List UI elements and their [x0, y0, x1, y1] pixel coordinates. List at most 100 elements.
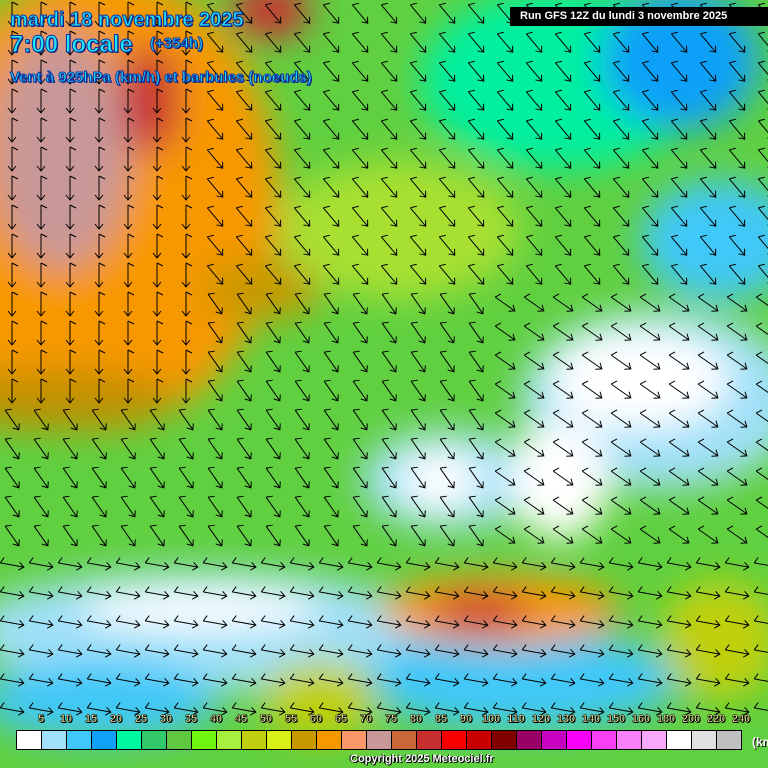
- legend-swatch: [241, 730, 266, 750]
- wind-arrow: [468, 379, 484, 402]
- legend-label: 60: [309, 713, 323, 726]
- wind-arrow: [463, 644, 489, 658]
- wind-arrow: [439, 321, 455, 344]
- wind-arrow: [550, 586, 576, 600]
- wind-arrow: [235, 205, 253, 227]
- legend-label: 40: [209, 713, 223, 726]
- wind-arrow: [28, 557, 54, 571]
- wind-arrow: [207, 437, 223, 460]
- wind-arrow: [757, 176, 768, 198]
- wind-arrow: [755, 467, 768, 486]
- legend-label: 200: [681, 713, 701, 726]
- wind-arrow: [724, 586, 750, 600]
- wind-arrow: [612, 60, 630, 82]
- wind-arrow: [579, 557, 605, 571]
- wind-arrow: [236, 292, 252, 315]
- wind-arrow: [724, 557, 750, 571]
- wind-arrow: [668, 496, 690, 515]
- wind-arrow: [670, 176, 688, 198]
- wind-arrow: [579, 644, 605, 658]
- wind-arrow: [467, 2, 485, 24]
- wind-arrow: [753, 615, 768, 629]
- wind-arrow: [294, 350, 310, 373]
- wind-arrow: [289, 615, 315, 629]
- wind-arrow: [637, 702, 663, 716]
- wind-arrow: [410, 437, 426, 460]
- wind-arrow: [494, 409, 516, 428]
- wind-arrow: [409, 2, 427, 24]
- wind-arrow: [86, 615, 112, 629]
- wind-arrow: [178, 524, 194, 547]
- wind-arrow: [231, 702, 257, 716]
- wind-arrow: [552, 351, 574, 370]
- wind-arrow: [7, 117, 19, 143]
- wind-arrow: [639, 322, 661, 341]
- wind-arrow: [322, 2, 340, 24]
- wind-arrow: [552, 467, 574, 486]
- wind-arrow: [0, 586, 25, 600]
- wind-arrow: [207, 321, 223, 344]
- wind-arrow: [439, 408, 455, 431]
- wind-arrow: [173, 586, 199, 600]
- wind-arrow: [235, 147, 253, 169]
- wind-arrow: [494, 525, 516, 544]
- wind-arrow: [525, 147, 543, 169]
- wind-arrow: [206, 89, 224, 111]
- wind-arrow: [439, 495, 455, 518]
- wind-arrow: [670, 60, 688, 82]
- wind-arrow: [697, 293, 719, 312]
- wind-arrow: [668, 351, 690, 370]
- wind-arrow: [376, 615, 402, 629]
- wind-arrow: [115, 615, 141, 629]
- wind-arrow: [206, 31, 224, 53]
- wind-arrow: [86, 557, 112, 571]
- wind-arrow: [264, 205, 282, 227]
- wind-arrow: [322, 89, 340, 111]
- wind-arrow: [381, 408, 397, 431]
- wind-arrow: [4, 466, 20, 489]
- wind-arrow: [610, 438, 632, 457]
- wind-arrow: [467, 147, 485, 169]
- wind-arrow: [94, 175, 106, 201]
- wind-arrow: [181, 262, 193, 288]
- legend-swatch: [141, 730, 166, 750]
- wind-arrow: [7, 291, 19, 317]
- wind-arrow: [525, 60, 543, 82]
- wind-arrow: [65, 291, 77, 317]
- wind-arrow: [181, 204, 193, 230]
- wind-arrow: [670, 118, 688, 140]
- legend-label: 130: [556, 713, 576, 726]
- wind-arrow: [351, 60, 369, 82]
- wind-arrow: [581, 467, 603, 486]
- wind-arrow: [637, 557, 663, 571]
- wind-arrow: [637, 586, 663, 600]
- wind-arrow: [753, 673, 768, 687]
- wind-arrow: [181, 1, 193, 27]
- wind-arrow: [7, 262, 19, 288]
- wind-arrow: [149, 524, 165, 547]
- wind-arrow: [757, 60, 768, 82]
- wind-arrow: [36, 320, 48, 346]
- wind-arrow: [610, 496, 632, 515]
- wind-arrow: [7, 59, 19, 85]
- wind-arrow: [468, 437, 484, 460]
- wind-arrow: [409, 118, 427, 140]
- wind-arrow: [181, 146, 193, 172]
- wind-arrow: [550, 673, 576, 687]
- wind-arrow: [289, 644, 315, 658]
- wind-arrow: [467, 176, 485, 198]
- wind-arrow: [666, 644, 692, 658]
- wind-arrow: [351, 263, 369, 285]
- wind-arrow: [496, 263, 514, 285]
- wind-arrow: [583, 263, 601, 285]
- wind-arrow: [438, 234, 456, 256]
- wind-arrow: [699, 176, 717, 198]
- wind-arrow: [0, 702, 25, 716]
- wind-arrow: [755, 351, 768, 370]
- wind-arrow: [380, 118, 398, 140]
- wind-arrow: [289, 702, 315, 716]
- legend-swatch: [441, 730, 466, 750]
- wind-arrow: [207, 466, 223, 489]
- legend-swatch: [641, 730, 666, 750]
- wind-arrow: [525, 234, 543, 256]
